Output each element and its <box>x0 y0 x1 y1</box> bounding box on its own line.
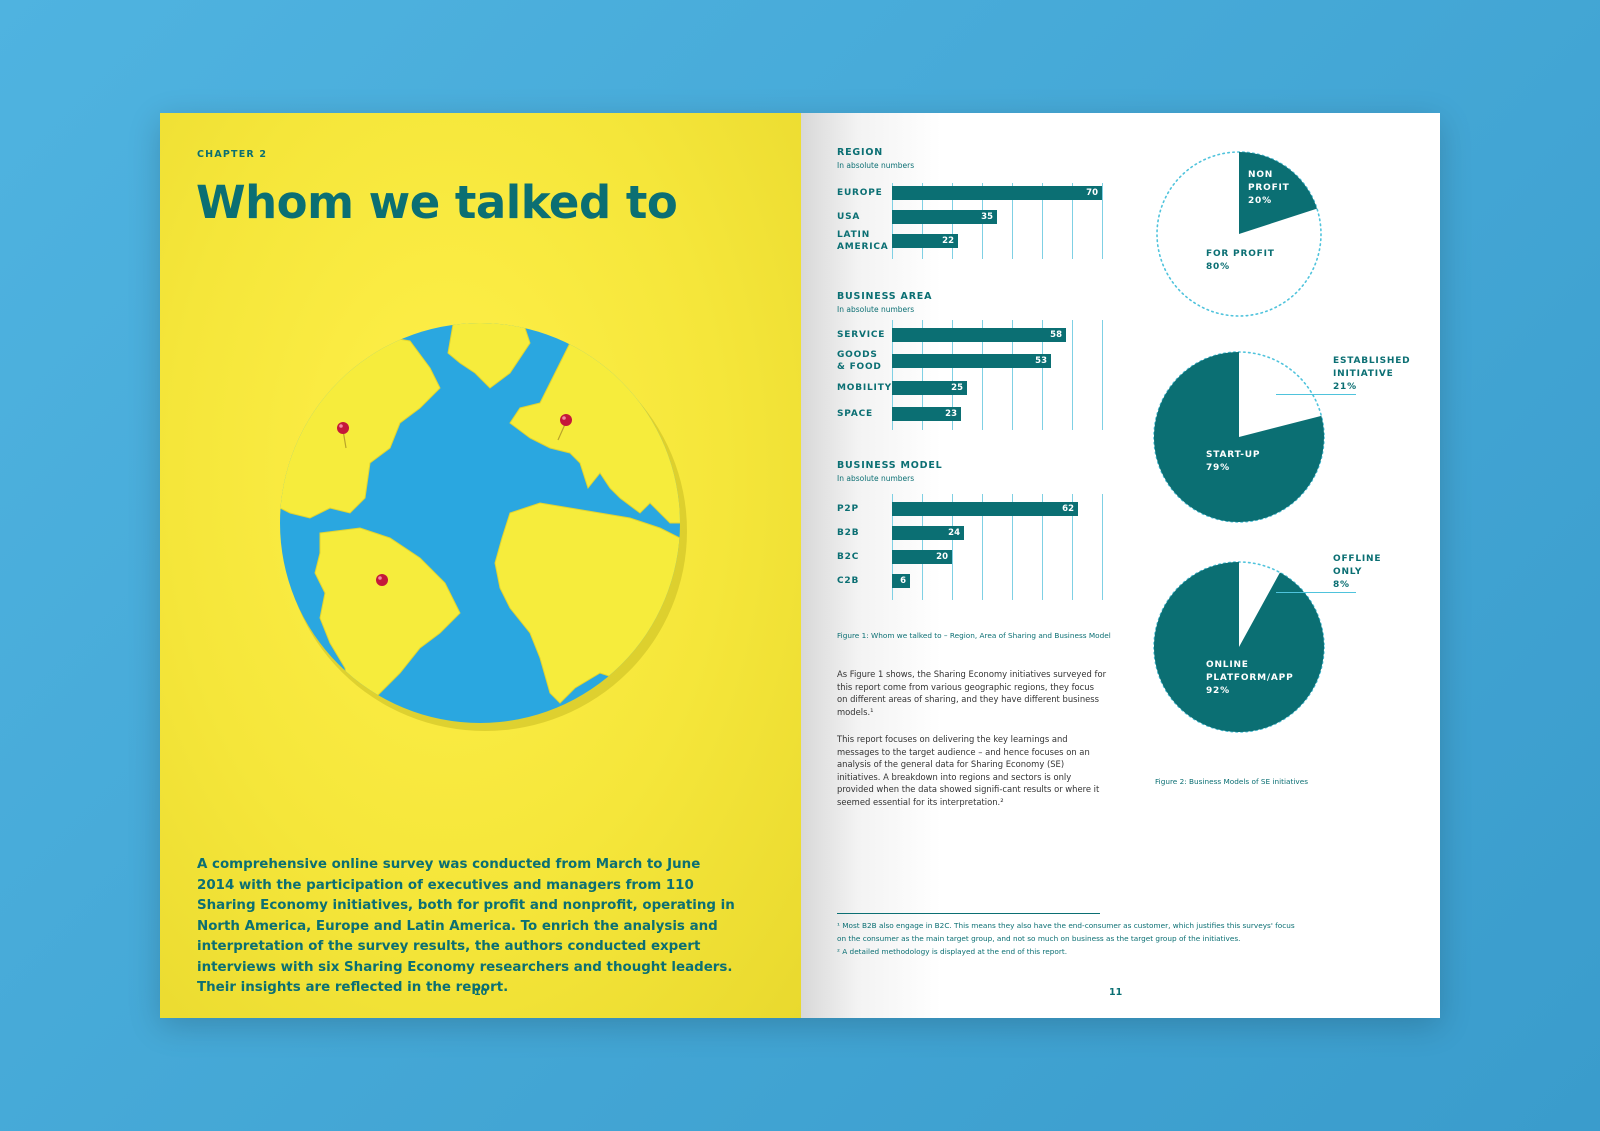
bar-value-label: 25 <box>951 383 963 393</box>
pie-slice-label: ONLINE PLATFORM/APP 92% <box>1206 660 1294 696</box>
pie-chart <box>1153 351 1325 523</box>
footnote-1-line-1: ¹ Most B2B also engage in B2C. This mean… <box>837 921 1295 930</box>
bar: 35 <box>892 210 997 224</box>
bar-value-label: 6 <box>900 576 906 586</box>
page-title: Whom we talked to <box>196 176 678 229</box>
gridline <box>892 320 893 430</box>
bar: 58 <box>892 328 1066 342</box>
bar: 22 <box>892 234 958 248</box>
bar: 24 <box>892 526 964 540</box>
pin-icon <box>376 574 388 586</box>
pie-slice-label: NON PROFIT 20% <box>1248 170 1290 206</box>
body-paragraph-2: This report focuses on delivering the ke… <box>837 734 1100 807</box>
bar-value-label: 22 <box>942 236 954 246</box>
bar: 20 <box>892 550 952 564</box>
pin-icon <box>560 414 572 426</box>
bar: 53 <box>892 354 1051 368</box>
page-number-left: 10 <box>474 987 488 998</box>
gridline <box>1102 183 1103 259</box>
gridline <box>1012 183 1013 259</box>
pie-slice-label: OFFLINE ONLY 8% <box>1333 554 1382 590</box>
bar: 62 <box>892 502 1078 516</box>
gridline <box>892 494 893 600</box>
chapter-label: CHAPTER 2 <box>197 149 268 160</box>
pie-slice <box>1154 562 1324 732</box>
bar-category-label: SERVICE <box>837 330 886 340</box>
gridline <box>1072 494 1073 600</box>
bar-category-label: B2C <box>837 552 860 562</box>
bar-category-label: EUROPE <box>837 188 883 198</box>
bar-value-label: 58 <box>1050 330 1062 340</box>
bar-category-label: LATIN AMERICA <box>837 230 889 252</box>
globe-illustration <box>270 313 690 733</box>
gridline <box>982 320 983 430</box>
chart-subtitle: In absolute numbers <box>837 161 915 170</box>
chart-title: REGION <box>837 147 883 158</box>
pie-slice <box>1239 152 1317 234</box>
pie-slice-label: START-UP 79% <box>1206 450 1261 473</box>
bar-value-label: 35 <box>981 212 993 222</box>
map-pins <box>337 414 572 586</box>
gridline <box>1012 320 1013 430</box>
bar-category-label: MOBILITY <box>837 383 892 393</box>
pin-icon <box>337 422 349 434</box>
bar-value-label: 20 <box>936 552 948 562</box>
chart-title: BUSINESS MODEL <box>837 460 943 471</box>
figure2-caption: Figure 2: Business Models of SE initiati… <box>1155 777 1308 786</box>
page-number-right: 11 <box>1109 987 1123 998</box>
bar-category-label: P2P <box>837 504 859 514</box>
gridline <box>1012 494 1013 600</box>
leader-line <box>1276 592 1356 593</box>
brochure-spread: CHAPTER 2 Whom we talked to <box>160 113 1440 1018</box>
chart-subtitle: In absolute numbers <box>837 474 915 483</box>
intro-paragraph: A comprehensive online survey was conduc… <box>197 857 735 995</box>
bar: 6 <box>892 574 910 588</box>
gridline <box>1042 320 1043 430</box>
footnote-divider <box>837 913 1100 914</box>
footnote-1-line-2: on the consumer as the main target group… <box>837 934 1241 943</box>
footnote-2: ² A detailed methodology is displayed at… <box>837 947 1068 956</box>
bar-value-label: 62 <box>1062 504 1074 514</box>
bar: 70 <box>892 186 1102 200</box>
bar-value-label: 70 <box>1086 188 1098 198</box>
bar-value-label: 53 <box>1035 356 1047 366</box>
continent-south-america <box>314 527 461 709</box>
gridline <box>1102 320 1103 430</box>
chart-title: BUSINESS AREA <box>837 291 933 302</box>
gridline <box>922 320 923 430</box>
gridline <box>1072 320 1073 430</box>
bar-category-label: C2B <box>837 576 860 586</box>
gridline <box>1102 494 1103 600</box>
pie-chart <box>1153 561 1325 733</box>
chart-subtitle: In absolute numbers <box>837 305 915 314</box>
bar: 23 <box>892 407 961 421</box>
gridline <box>1072 183 1073 259</box>
left-page: CHAPTER 2 Whom we talked to <box>160 113 801 1018</box>
body-paragraph-1: As Figure 1 shows, the Sharing Economy i… <box>837 669 1107 717</box>
gridline <box>982 494 983 600</box>
continent-north-pole <box>447 323 531 389</box>
pie-chart <box>1156 151 1322 317</box>
bar-value-label: 23 <box>945 409 957 419</box>
bar-category-label: USA <box>837 212 861 222</box>
pie-slice-label: ESTABLISHED INITIATIVE 21% <box>1333 356 1411 392</box>
gridline <box>952 320 953 430</box>
gridline <box>952 494 953 600</box>
gridline <box>1042 494 1043 600</box>
bar-category-label: B2B <box>837 528 860 538</box>
pie-slice <box>1154 352 1324 522</box>
bar: 25 <box>892 381 967 395</box>
bar-category-label: SPACE <box>837 409 873 419</box>
right-page: REGION In absolute numbers EUROPE 70 USA 35 LA… <box>801 113 1440 1018</box>
bar-category-label: GOODS & FOOD <box>837 350 882 372</box>
figure1-caption: Figure 1: Whom we talked to – Region, Ar… <box>837 631 1111 640</box>
gridline <box>1042 183 1043 259</box>
gridline <box>922 494 923 600</box>
bar-value-label: 24 <box>948 528 960 538</box>
pie-slice-label: FOR PROFIT 80% <box>1206 249 1275 272</box>
leader-line <box>1276 394 1356 395</box>
